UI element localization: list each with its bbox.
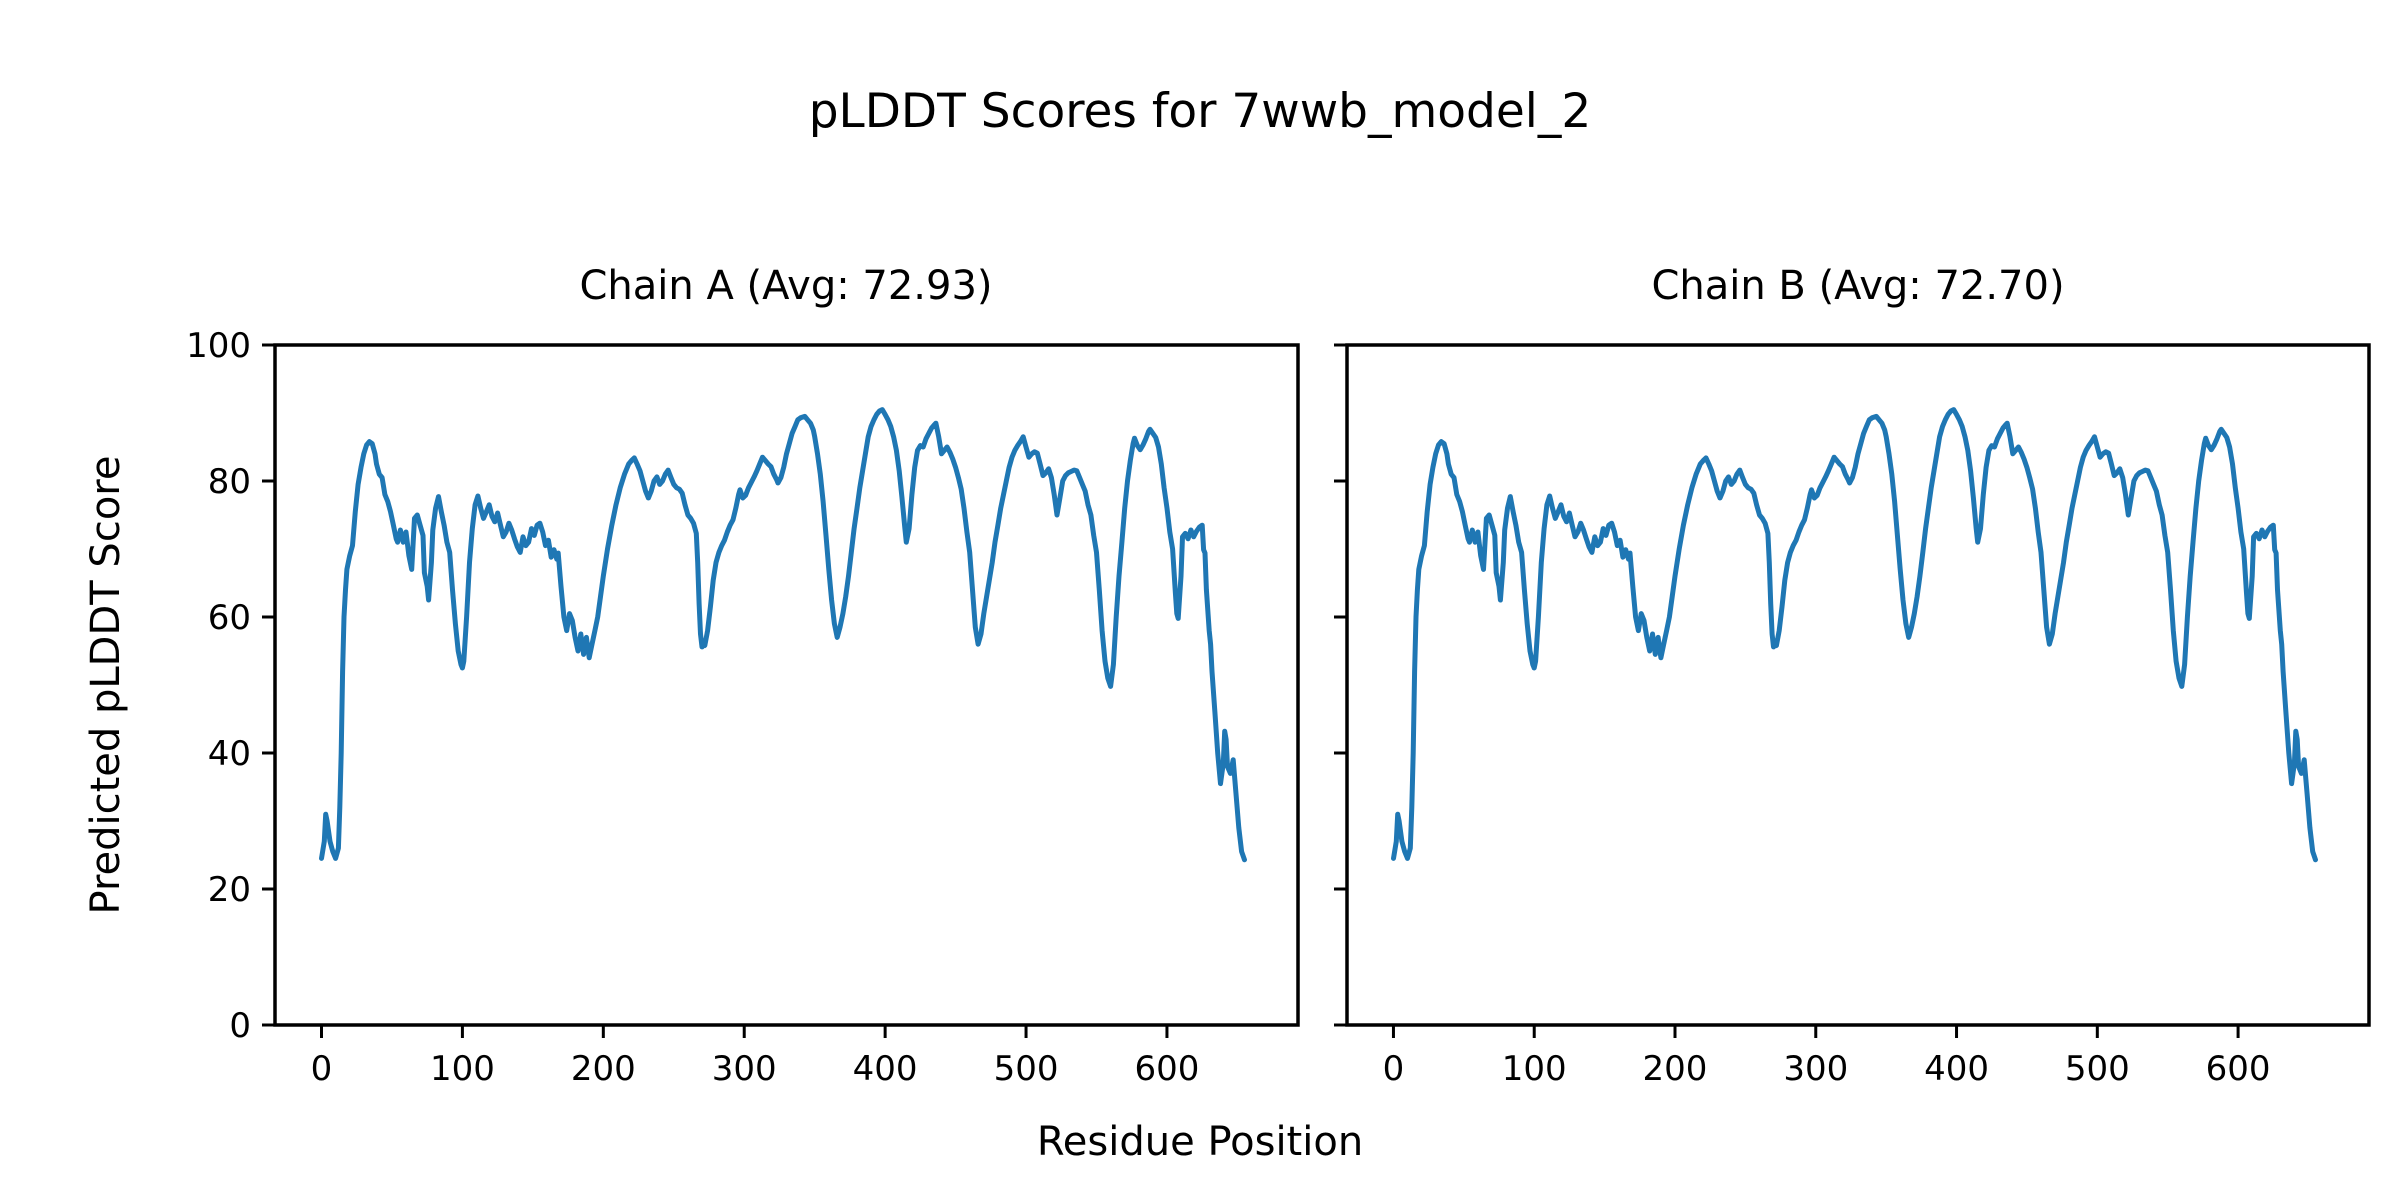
chain-a-plddt-line: [319, 407, 1247, 863]
chain-b-x-tick-label: 300: [1783, 1049, 1848, 1089]
chain-b-axes-frame: [1345, 343, 2371, 1027]
figure-suptitle: pLDDT Scores for 7wwb_model_2: [808, 84, 1592, 139]
chain-b-x-tick-label: 200: [1643, 1049, 1708, 1089]
y-axis-label: Predicted pLDDT Score: [83, 455, 129, 915]
chain-a-x-tick-label: 600: [1135, 1049, 1200, 1089]
chain-a-y-tick-label: 0: [229, 1006, 251, 1046]
chain-b-x-tick-label: 600: [2206, 1049, 2271, 1089]
chain-a-x-tick-label: 500: [994, 1049, 1059, 1089]
chain-b-x-tick-label: 400: [1924, 1049, 1989, 1089]
chain-a-y-tick-label: 40: [208, 734, 251, 774]
chain-b-x-tick-label: 500: [2065, 1049, 2130, 1089]
chain-a-x-tick-label: 0: [311, 1049, 333, 1089]
chain-a-y-tick-label: 20: [208, 870, 251, 910]
chain-a-x-tick-label: 400: [853, 1049, 918, 1089]
x-axis-label: Residue Position: [1036, 1119, 1364, 1165]
chain-a-y-tick-label: 60: [208, 598, 251, 638]
chain-b-subplot-title: Chain B (Avg: 72.70): [1651, 263, 2065, 309]
chain-a-axes-frame: [273, 343, 1300, 1027]
chain-a-x-tick-label: 300: [712, 1049, 777, 1089]
chain-b-x-tick-label: 0: [1383, 1049, 1405, 1089]
chain-a-x-tick-label: 100: [430, 1049, 495, 1089]
chain-b-x-tick-label: 100: [1502, 1049, 1567, 1089]
chain-a-y-tick-label: 100: [186, 326, 251, 366]
chain-a-x-tick-label: 200: [571, 1049, 636, 1089]
chain-a-subplot-title: Chain A (Avg: 72.93): [579, 263, 993, 309]
chain-b-plddt-line: [1391, 407, 2318, 863]
chain-a-y-tick-label: 80: [208, 462, 251, 502]
